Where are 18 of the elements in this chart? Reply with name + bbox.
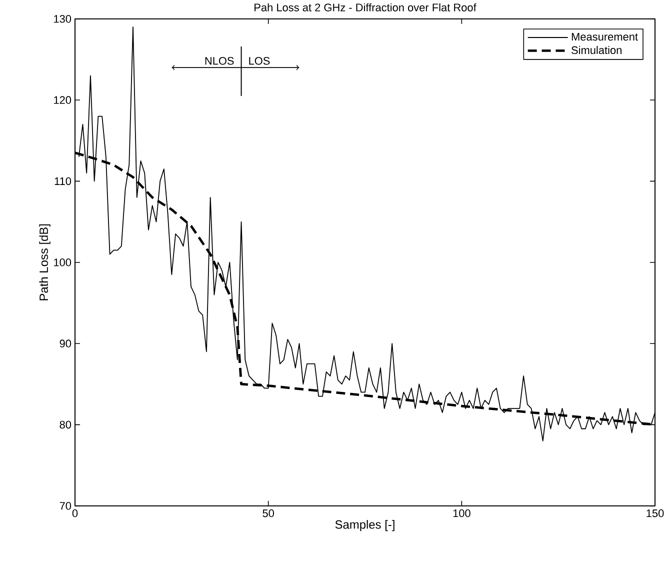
legend-label: Simulation [572, 46, 622, 54]
annotation: NLOS [205, 57, 234, 65]
y-tick-label: 80 [60, 420, 72, 429]
x-axis-title: Samples [-] [335, 520, 394, 532]
y-tick-label: 100 [54, 258, 72, 266]
annotation: LOS [249, 57, 270, 65]
y-axis-title: Path Loss [dB] [39, 224, 50, 300]
x-tick-label: 100 [453, 509, 470, 518]
y-tick-label: 110 [54, 177, 72, 186]
chart-title: Pah Loss at 2 GHz - Diffraction over Flat Roof [254, 3, 476, 12]
y-tick-label: 70 [60, 502, 72, 510]
legend-label: Measurement [572, 33, 638, 41]
y-tick-label: 120 [54, 96, 72, 104]
y-tick-label: 130 [54, 15, 72, 23]
x-tick-label: 50 [262, 509, 274, 518]
x-tick-label: 150 [646, 509, 664, 518]
y-tick-label: 90 [60, 340, 72, 348]
x-tick-label: 0 [72, 509, 78, 518]
